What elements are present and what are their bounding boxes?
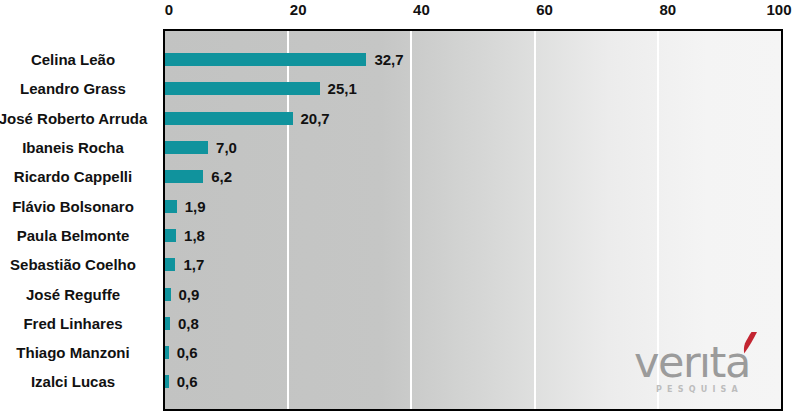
bar-row: 6,2 [165, 162, 781, 191]
x-tick-label: 80 [659, 1, 676, 18]
x-tick-label: 20 [290, 1, 307, 18]
category-label: Sebastião Coelho [0, 250, 146, 279]
bar-row: 7,0 [165, 133, 781, 162]
category-label: Celina Leão [0, 45, 146, 74]
category-label: Leandro Grass [0, 74, 146, 103]
category-label: José Roberto Arruda [0, 104, 146, 133]
value-label: 0,8 [178, 315, 199, 332]
logo-accent-icon [743, 332, 759, 357]
bar [165, 141, 208, 154]
value-label: 1,7 [183, 256, 204, 273]
value-label: 6,2 [211, 168, 232, 185]
bar [165, 258, 175, 271]
bar [165, 346, 169, 359]
bar [165, 229, 176, 242]
bar [165, 375, 169, 388]
bar [165, 82, 320, 95]
bar [165, 317, 170, 330]
value-label: 0,6 [177, 344, 198, 361]
bar [165, 112, 293, 125]
bar [165, 170, 203, 183]
value-label: 7,0 [216, 139, 237, 156]
value-label: 20,7 [301, 110, 330, 127]
bar [165, 200, 177, 213]
bar-row: 32,7 [165, 45, 781, 74]
poll-bar-chart: 020406080100 Celina LeãoLeandro GrassJos… [0, 0, 806, 420]
category-label: Flávio Bolsonaro [0, 191, 146, 220]
category-label: Ibaneis Rocha [0, 133, 146, 162]
x-tick-label: 0 [165, 1, 173, 18]
value-label: 0,6 [177, 373, 198, 390]
value-label: 25,1 [328, 80, 357, 97]
category-label: José Reguffe [0, 279, 146, 308]
category-label: Ricardo Cappelli [0, 162, 146, 191]
bar-row: 25,1 [165, 74, 781, 103]
x-tick-label: 100 [766, 1, 791, 18]
value-label: 1,9 [185, 198, 206, 215]
x-tick-label: 40 [413, 1, 430, 18]
value-label: 1,8 [184, 227, 205, 244]
logo-subtitle: PESQUISA [656, 385, 794, 394]
bar [165, 53, 366, 66]
bar-row: 1,8 [165, 221, 781, 250]
bar-row: 1,7 [165, 250, 781, 279]
x-tick-label: 60 [536, 1, 553, 18]
bar-row: 0,8 [165, 309, 781, 338]
verita-logo: verıta PESQUISA [634, 341, 794, 401]
category-label: Fred Linhares [0, 309, 146, 338]
category-label: Paula Belmonte [0, 221, 146, 250]
category-labels: Celina LeãoLeandro GrassJosé Roberto Arr… [0, 31, 146, 409]
category-label: Izalci Lucas [0, 367, 146, 396]
bar-row: 0,9 [165, 279, 781, 308]
bar-row: 20,7 [165, 104, 781, 133]
bar-row: 1,9 [165, 191, 781, 220]
value-label: 0,9 [179, 286, 200, 303]
category-label: Thiago Manzoni [0, 338, 146, 367]
logo-wordmark: verıta [634, 341, 794, 384]
bar [165, 288, 171, 301]
value-label: 32,7 [374, 51, 403, 68]
